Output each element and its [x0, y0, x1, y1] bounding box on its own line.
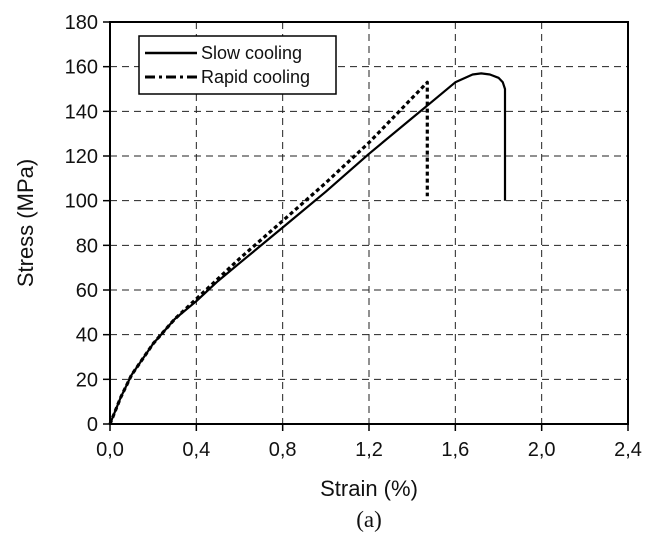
legend-label-slow-cooling: Slow cooling [201, 43, 302, 63]
x-tick-label: 0,4 [182, 439, 210, 461]
y-tick-label: 40 [76, 325, 98, 347]
y-tick-label: 120 [65, 146, 98, 168]
x-tick-label: 0,0 [96, 439, 124, 461]
series-lines [108, 72, 507, 425]
x-tick-labels: 0,0 0,4 0,8 1,2 1,6 2,0 2,4 [96, 439, 642, 461]
y-tick-label: 140 [65, 101, 98, 123]
y-tick-label: 60 [76, 280, 98, 302]
series-line-slow-cooling [108, 72, 507, 425]
legend-label-rapid-cooling: Rapid cooling [201, 67, 310, 87]
y-axis-title: Stress (MPa) [13, 159, 38, 287]
y-tick-label: 0 [87, 414, 98, 436]
y-tick-label: 160 [65, 57, 98, 79]
y-tick-label: 100 [65, 191, 98, 213]
x-tick-label: 2,4 [614, 439, 642, 461]
legend: Slow cooling Rapid cooling [138, 35, 337, 95]
series-line-rapid-cooling [108, 80, 429, 425]
x-tick-label: 1,6 [441, 439, 469, 461]
figure-caption: (a) [356, 507, 382, 532]
y-tick-label: 180 [65, 12, 98, 34]
y-tick-label: 20 [76, 369, 98, 391]
y-tick-labels: 0 20 40 60 80 100 120 140 160 180 [65, 12, 98, 436]
x-tick-label: 2,0 [528, 439, 556, 461]
grid [110, 22, 628, 424]
tick-marks [103, 21, 629, 431]
x-tick-label: 1,2 [355, 439, 383, 461]
x-tick-label: 0,8 [269, 439, 297, 461]
y-tick-label: 80 [76, 235, 98, 257]
x-axis-title: Strain (%) [320, 476, 418, 501]
legend-box [138, 35, 337, 95]
